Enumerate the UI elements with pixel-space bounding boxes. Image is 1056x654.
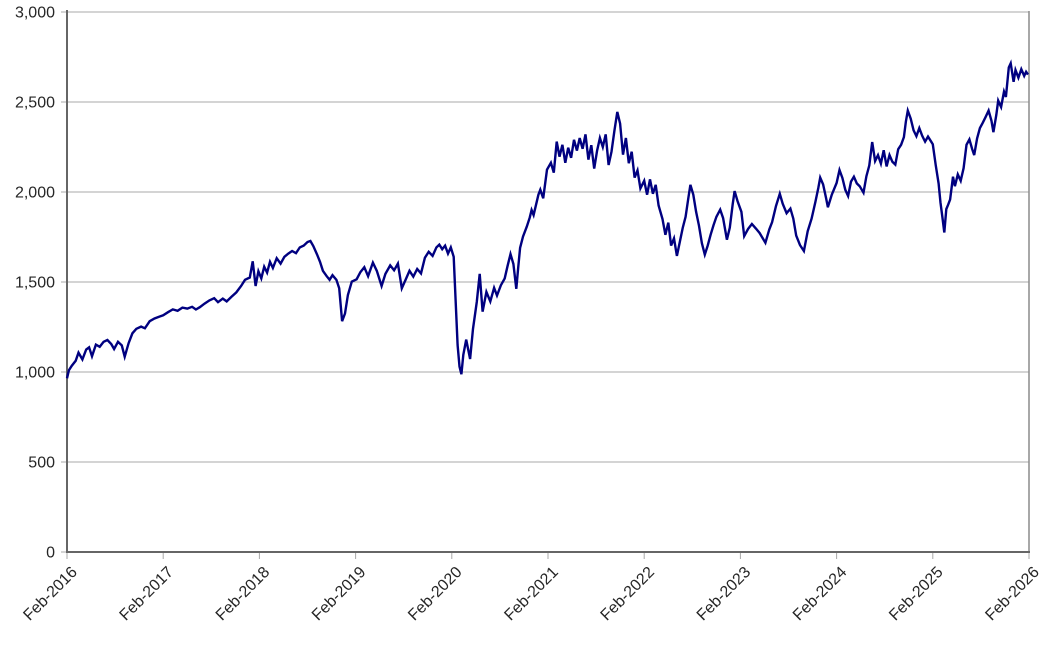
x-axis-tick-label: Feb-2020 bbox=[405, 564, 466, 625]
x-axis-tick-label: Feb-2021 bbox=[501, 564, 562, 625]
x-axis-tick-label: Feb-2025 bbox=[886, 564, 947, 625]
data-series-line bbox=[65, 59, 1029, 379]
x-axis-tick-label: Feb-2017 bbox=[117, 564, 178, 625]
y-axis-tick-label: 2,000 bbox=[15, 185, 55, 202]
y-axis-tick-label: 3,000 bbox=[15, 5, 55, 22]
x-axis-tick-label: Feb-2022 bbox=[598, 564, 659, 625]
y-axis-tick-label: 1,000 bbox=[15, 365, 55, 382]
x-axis-tick-label: Feb-2023 bbox=[694, 564, 755, 625]
x-axis-tick-label: Feb-2024 bbox=[790, 564, 851, 625]
x-axis-tick-label: Feb-2018 bbox=[213, 564, 274, 625]
y-axis-tick-label: 1,500 bbox=[15, 275, 55, 292]
y-axis-tick-label: 500 bbox=[28, 455, 55, 472]
x-axis-tick-label: Feb-2016 bbox=[20, 564, 81, 625]
x-axis-tick-label: Feb-2026 bbox=[982, 564, 1043, 625]
y-axis-tick-label: 2,500 bbox=[15, 95, 55, 112]
y-axis-tick-label: 0 bbox=[46, 545, 55, 562]
x-axis-tick-label: Feb-2019 bbox=[309, 564, 370, 625]
